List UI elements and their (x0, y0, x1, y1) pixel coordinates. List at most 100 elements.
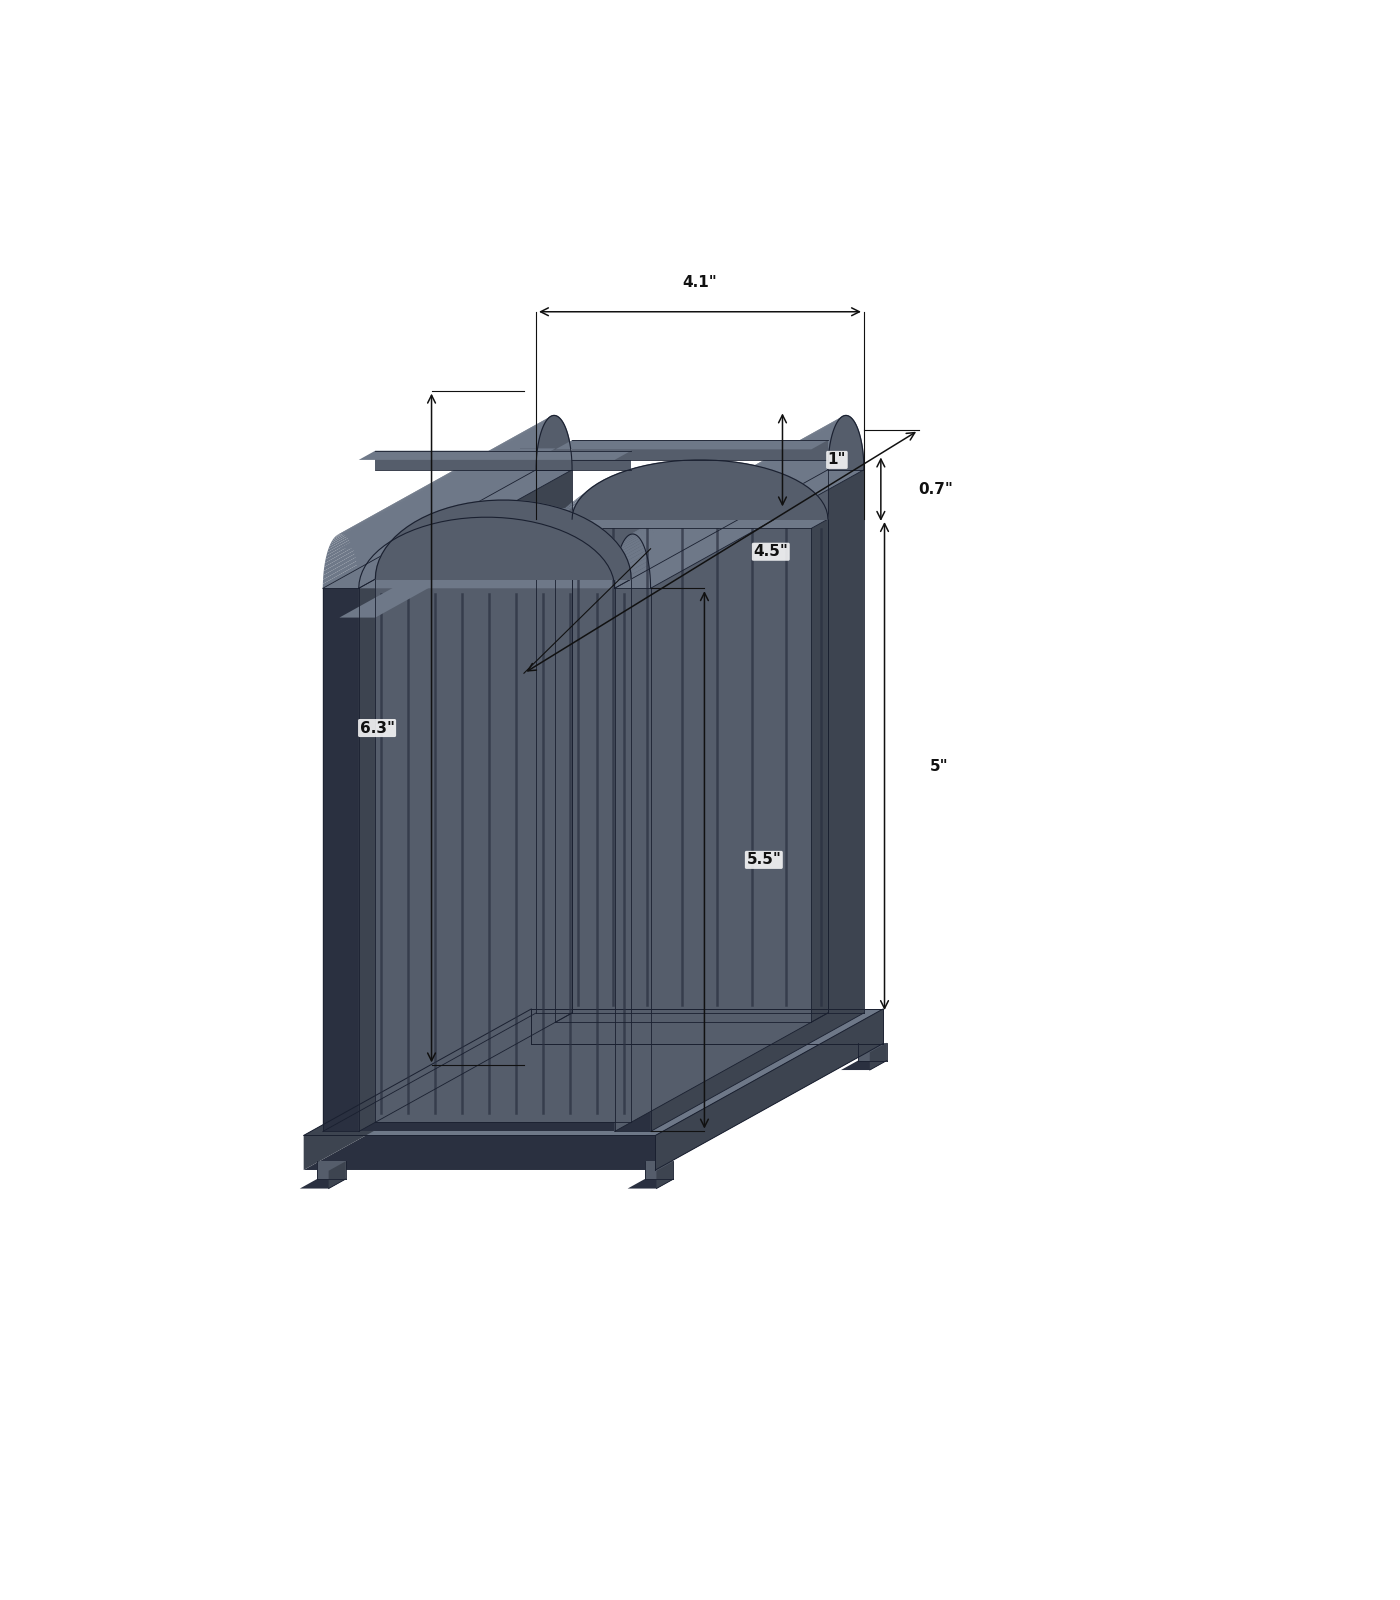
Polygon shape (638, 462, 665, 478)
Polygon shape (344, 416, 559, 536)
Polygon shape (791, 488, 813, 504)
Polygon shape (328, 430, 542, 552)
Polygon shape (630, 416, 846, 534)
Polygon shape (346, 418, 560, 538)
Polygon shape (644, 427, 858, 549)
Polygon shape (406, 514, 431, 533)
Polygon shape (801, 496, 822, 512)
Polygon shape (570, 488, 592, 504)
Text: 4.5": 4.5" (753, 544, 788, 560)
Polygon shape (323, 466, 536, 589)
Polygon shape (316, 1162, 346, 1179)
Polygon shape (347, 419, 561, 539)
Polygon shape (542, 1043, 559, 1070)
Polygon shape (645, 434, 860, 555)
Polygon shape (342, 416, 556, 534)
Polygon shape (645, 1162, 673, 1179)
Polygon shape (358, 466, 573, 589)
Polygon shape (626, 418, 841, 538)
Polygon shape (610, 560, 630, 578)
Polygon shape (648, 440, 862, 563)
Polygon shape (657, 1162, 673, 1189)
Polygon shape (356, 437, 570, 560)
Polygon shape (358, 453, 571, 576)
Polygon shape (616, 445, 830, 566)
Polygon shape (354, 434, 568, 555)
Polygon shape (738, 466, 764, 482)
Polygon shape (461, 501, 487, 518)
Polygon shape (647, 437, 861, 560)
Polygon shape (648, 445, 862, 566)
Polygon shape (337, 416, 552, 534)
Polygon shape (300, 1179, 346, 1189)
Polygon shape (391, 522, 414, 541)
Polygon shape (360, 560, 379, 578)
Polygon shape (375, 501, 631, 579)
Polygon shape (358, 456, 571, 579)
Polygon shape (785, 483, 808, 499)
Polygon shape (350, 422, 564, 544)
Polygon shape (624, 419, 840, 539)
Polygon shape (431, 506, 458, 525)
Polygon shape (503, 501, 529, 518)
Polygon shape (720, 462, 745, 478)
Polygon shape (358, 589, 615, 1131)
Polygon shape (650, 456, 864, 579)
Polygon shape (323, 470, 536, 1131)
Polygon shape (809, 510, 827, 525)
Polygon shape (358, 461, 573, 584)
Polygon shape (771, 477, 795, 493)
Polygon shape (343, 416, 557, 534)
Polygon shape (619, 466, 645, 482)
Polygon shape (330, 422, 545, 544)
Text: 0.7": 0.7" (918, 482, 953, 496)
Polygon shape (668, 459, 694, 475)
Polygon shape (556, 518, 573, 1022)
Polygon shape (699, 461, 725, 477)
Polygon shape (619, 430, 833, 552)
Polygon shape (651, 466, 864, 589)
Polygon shape (556, 510, 574, 525)
Polygon shape (472, 501, 498, 518)
Polygon shape (629, 464, 655, 480)
Polygon shape (619, 434, 833, 555)
Polygon shape (645, 430, 860, 552)
Polygon shape (522, 502, 549, 522)
Polygon shape (550, 510, 575, 530)
Polygon shape (678, 459, 706, 475)
Polygon shape (365, 549, 385, 566)
Polygon shape (575, 483, 598, 499)
Polygon shape (336, 416, 550, 536)
Polygon shape (363, 554, 382, 571)
Polygon shape (559, 501, 578, 515)
Polygon shape (556, 528, 812, 1022)
Polygon shape (648, 461, 675, 477)
Polygon shape (375, 579, 631, 1122)
Polygon shape (326, 437, 540, 560)
Polygon shape (353, 427, 567, 549)
Polygon shape (595, 538, 616, 555)
Polygon shape (329, 426, 543, 546)
Polygon shape (605, 549, 624, 566)
Text: 6.3": 6.3" (360, 720, 395, 736)
Polygon shape (358, 470, 573, 1131)
Polygon shape (601, 542, 622, 560)
Polygon shape (764, 474, 788, 490)
Polygon shape (333, 419, 547, 539)
Polygon shape (329, 427, 543, 549)
Polygon shape (573, 518, 827, 1013)
Polygon shape (633, 416, 848, 534)
Polygon shape (613, 566, 631, 582)
Polygon shape (375, 451, 631, 470)
Polygon shape (658, 461, 685, 477)
Polygon shape (651, 470, 864, 1131)
Polygon shape (641, 422, 857, 544)
Polygon shape (556, 518, 827, 528)
Polygon shape (637, 418, 853, 538)
Polygon shape (756, 470, 781, 486)
Polygon shape (589, 531, 612, 550)
Polygon shape (339, 448, 556, 549)
Polygon shape (581, 480, 605, 496)
Polygon shape (615, 461, 829, 584)
Polygon shape (748, 467, 773, 485)
